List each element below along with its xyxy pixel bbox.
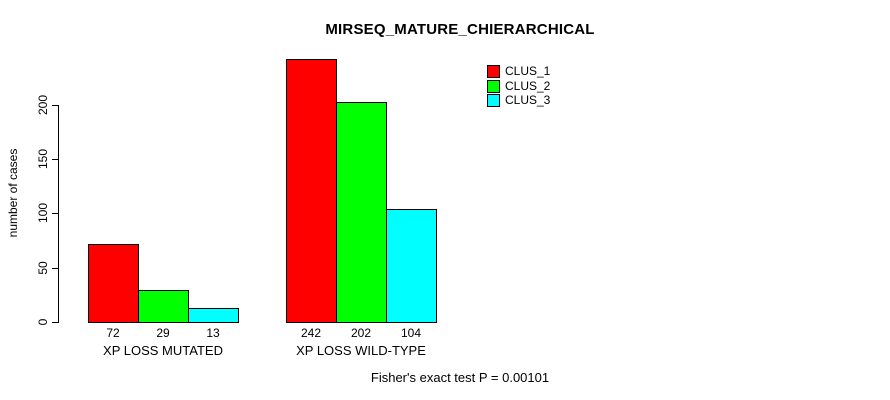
chart-title: MIRSEQ_MATURE_CHIERARCHICAL	[325, 21, 595, 38]
y-tick	[52, 213, 59, 215]
y-tick-label: 0	[36, 318, 50, 326]
y-tick	[52, 267, 59, 269]
bar-value-label: 242	[300, 326, 322, 340]
y-tick-label: 150	[36, 148, 50, 169]
y-tick	[52, 104, 59, 106]
category-label: XP LOSS WILD-TYPE	[296, 343, 426, 358]
bar-clus_1-2	[286, 58, 337, 323]
bar-value-label: 72	[106, 326, 120, 340]
y-tick-label: 100	[36, 203, 50, 224]
bar-clus_2-1	[138, 290, 189, 323]
legend-label-clus_1: CLUS_1	[505, 64, 551, 78]
bar-clus_3-1	[188, 307, 239, 323]
bar-clus_2-2	[336, 102, 387, 323]
category-label: XP LOSS MUTATED	[103, 343, 223, 358]
y-axis-label: number of cases	[6, 148, 20, 238]
fisher-test-annotation: Fisher's exact test P = 0.00101	[370, 370, 550, 385]
y-tick-label: 200	[36, 94, 50, 115]
bar-value-label: 104	[400, 326, 422, 340]
y-tick-label: 50	[36, 260, 50, 275]
bar-value-label: 202	[350, 326, 372, 340]
y-tick	[52, 158, 59, 160]
legend-swatch-clus_3	[487, 94, 500, 107]
legend-swatch-clus_1	[487, 65, 500, 78]
bar-clus_3-2	[386, 208, 437, 323]
y-tick	[52, 322, 59, 323]
legend-label-clus_2: CLUS_2	[505, 78, 551, 93]
bar-clus_1-1	[88, 243, 139, 323]
bar-value-label: 13	[206, 326, 220, 340]
legend-swatch-clus_2	[487, 79, 500, 93]
bar-value-label: 29	[156, 326, 170, 340]
legend-label-clus_3: CLUS_3	[505, 93, 551, 107]
